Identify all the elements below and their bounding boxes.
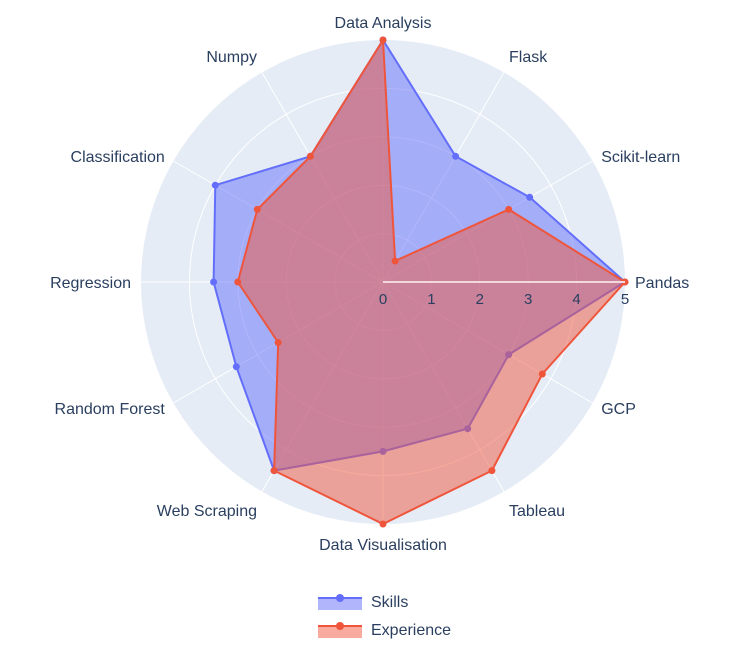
- category-label-tableau: Tableau: [509, 503, 565, 520]
- radial-tick-label: 5: [621, 291, 629, 308]
- category-label-regression: Regression: [50, 275, 131, 292]
- data-point-experience-tableau[interactable]: [488, 467, 496, 475]
- radial-tick-label: 2: [476, 291, 484, 308]
- category-label-web-scraping: Web Scraping: [157, 503, 257, 520]
- legend-swatch: [318, 598, 362, 610]
- radial-tick-label: 3: [524, 291, 532, 308]
- data-point-experience-web-scraping[interactable]: [270, 467, 278, 475]
- legend-label: Experience: [371, 622, 451, 639]
- category-label-data-visualisation: Data Visualisation: [319, 537, 447, 554]
- data-point-skills-regression[interactable]: [210, 278, 218, 286]
- category-label-data-analysis: Data Analysis: [335, 15, 432, 32]
- data-point-experience-flask[interactable]: [391, 257, 399, 265]
- legend-swatch: [318, 626, 362, 638]
- data-point-experience-classification[interactable]: [253, 205, 261, 213]
- data-point-experience-random-forest[interactable]: [274, 339, 282, 346]
- data-point-skills-classification[interactable]: [211, 181, 219, 189]
- data-point-skills-scikit-learn[interactable]: [526, 193, 534, 201]
- legend[interactable]: Skills Experience: [318, 594, 451, 639]
- category-label-flask: Flask: [509, 49, 548, 66]
- data-point-experience-numpy[interactable]: [306, 152, 314, 160]
- radial-axis: 0 1 2 3 4 5: [379, 281, 629, 308]
- category-label-gcp: GCP: [601, 401, 636, 418]
- category-label-random-forest: Random Forest: [55, 401, 166, 418]
- legend-marker: [336, 622, 344, 630]
- data-point-experience-regression[interactable]: [234, 278, 242, 286]
- category-label-classification: Classification: [71, 149, 165, 166]
- data-point-skills-random-forest[interactable]: [232, 363, 240, 371]
- angular-labels: Pandas Scikit-learn Flask Data Analysis Nump…: [50, 15, 689, 554]
- radial-tick-label: 1: [427, 291, 435, 308]
- data-point-skills-flask[interactable]: [452, 152, 460, 160]
- data-point-experience-scikit-learn[interactable]: [505, 205, 513, 213]
- radial-tick-label: 4: [572, 291, 580, 308]
- category-label-numpy: Numpy: [206, 49, 257, 66]
- legend-label: Skills: [371, 594, 408, 611]
- legend-item-skills[interactable]: Skills: [318, 594, 408, 611]
- data-point-experience-data-visualisation[interactable]: [379, 520, 387, 528]
- legend-marker: [336, 594, 344, 602]
- data-point-experience-data-analysis[interactable]: [379, 36, 387, 44]
- radial-tick-label: 0: [379, 291, 387, 308]
- data-point-experience-gcp[interactable]: [538, 370, 546, 378]
- category-label-pandas: Pandas: [635, 275, 689, 292]
- category-label-scikit-learn: Scikit-learn: [601, 149, 680, 166]
- legend-item-experience[interactable]: Experience: [318, 622, 451, 639]
